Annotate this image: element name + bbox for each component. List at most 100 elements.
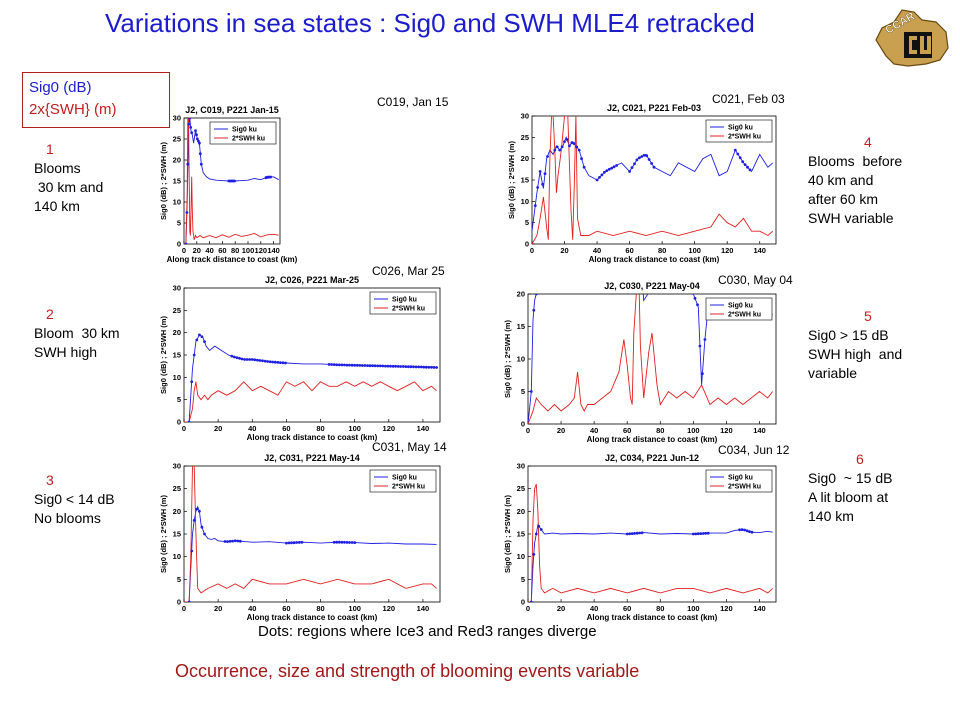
series-swh-line: [184, 466, 437, 602]
legend-entry: Sig0 ku: [728, 303, 753, 310]
note-line: Sig0 < 14 dB: [34, 491, 115, 507]
divergence-dot: [407, 365, 410, 369]
divergence-dot: [546, 282, 549, 285]
x-tick-label: 0: [182, 424, 186, 433]
divergence-dot: [198, 152, 202, 156]
y-tick-label: 5: [521, 387, 525, 396]
x-tick-label: 0: [526, 426, 530, 435]
divergence-dot: [582, 165, 586, 169]
divergence-dot: [404, 365, 408, 368]
divergence-dot: [345, 541, 349, 544]
legend-entry: 2*SWH ku: [392, 484, 425, 491]
y-tick-label: 0: [521, 598, 525, 607]
divergence-dot: [253, 358, 257, 362]
y-tick-label: 30: [173, 462, 181, 471]
divergence-dot: [625, 532, 629, 536]
divergence-dot: [699, 532, 703, 535]
divergence-dot: [691, 294, 694, 295]
y-tick-label: 25: [173, 306, 181, 315]
divergence-dot: [635, 531, 639, 535]
chart-title: J2, C019, P221 Jan-15: [185, 105, 279, 115]
note-line: No blooms: [34, 510, 101, 526]
divergence-dot: [287, 541, 291, 545]
divergence-dot: [345, 363, 349, 367]
y-tick-label: 0: [177, 240, 181, 249]
divergence-dot: [529, 390, 533, 393]
divergence-dot: [240, 357, 244, 361]
divergence-dot: [580, 157, 583, 161]
divergence-dot: [194, 129, 197, 132]
x-tick-label: 120: [720, 604, 733, 613]
x-tick-label: 60: [282, 604, 290, 613]
divergence-dot: [200, 525, 204, 529]
x-tick-label: 80: [316, 424, 324, 433]
note-number: 5: [864, 308, 872, 324]
divergence-dot: [276, 361, 280, 364]
divergence-dot: [187, 122, 191, 126]
divergence-dot: [295, 541, 298, 544]
note-4: 4 Blooms before 40 km and after 60 km SW…: [808, 133, 948, 228]
chart-caption: C021, Feb 03: [712, 92, 785, 106]
divergence-dot: [358, 364, 362, 367]
y-tick-label: 10: [173, 373, 181, 382]
divergence-dot: [563, 140, 566, 143]
divergence-dot: [587, 275, 590, 278]
note-5: 5 Sig0 > 15 dB SWH high and variable: [808, 307, 948, 383]
y-tick-label: 10: [517, 355, 525, 364]
divergence-dot: [594, 274, 597, 277]
divergence-dot: [348, 541, 351, 544]
divergence-dot: [432, 366, 436, 369]
x-tick-label: 80: [231, 246, 239, 255]
divergence-dot: [743, 528, 746, 532]
legend-entry: 2*SWH ku: [232, 136, 265, 143]
x-tick-label: 0: [526, 604, 530, 613]
y-tick-label: 0: [525, 240, 529, 249]
divergence-dot: [422, 365, 426, 369]
divergence-dot: [539, 528, 543, 531]
note-line: Sig0 ~ 15 dB: [808, 470, 893, 486]
divergence-dot: [340, 363, 344, 367]
legend-entry: 2*SWH ku: [728, 312, 761, 319]
note-line: Blooms before: [808, 153, 903, 169]
divergence-dot: [350, 541, 354, 544]
divergence-dot: [355, 363, 359, 367]
x-tick-label: 120: [383, 424, 396, 433]
divergence-dot: [327, 363, 331, 366]
divergence-dot: [570, 141, 574, 145]
note-line: SWH high and: [808, 346, 903, 362]
divergence-dot: [738, 528, 741, 532]
divergence-dot: [188, 118, 192, 120]
note-number: 1: [46, 141, 54, 157]
note-line: Blooms: [34, 160, 81, 176]
divergence-dot: [736, 152, 740, 156]
divergence-dot: [627, 294, 629, 295]
divergence-dot: [223, 540, 227, 543]
y-tick-label: 30: [173, 284, 181, 293]
x-tick-label: 120: [255, 246, 268, 255]
divergence-dot: [694, 532, 698, 536]
divergence-dot: [610, 166, 614, 170]
divergence-dot: [376, 364, 380, 368]
chart-caption: C026, Mar 25: [372, 264, 445, 278]
divergence-dot: [281, 361, 285, 365]
legend-entry: Sig0 ku: [728, 475, 753, 482]
divergence-dot: [335, 363, 339, 367]
divergence-dot: [233, 539, 237, 543]
note-number: 3: [46, 472, 54, 488]
note-line: A lit bloom at: [808, 489, 889, 505]
legend-entry: Sig0 ku: [392, 475, 417, 482]
divergence-dot: [236, 539, 240, 543]
divergence-dot: [337, 540, 341, 544]
divergence-dot: [592, 273, 595, 276]
divergence-dot: [435, 366, 438, 369]
divergence-dot: [360, 364, 364, 367]
divergence-dot: [332, 540, 336, 544]
x-tick-label: 120: [721, 246, 734, 255]
divergence-dot: [195, 338, 199, 342]
divergence-dot: [399, 365, 403, 368]
x-tick-label: 20: [557, 426, 565, 435]
y-tick-label: 15: [521, 176, 529, 185]
divergence-dot: [238, 539, 242, 543]
divergence-dot: [396, 365, 400, 368]
divergence-dot: [430, 365, 433, 369]
